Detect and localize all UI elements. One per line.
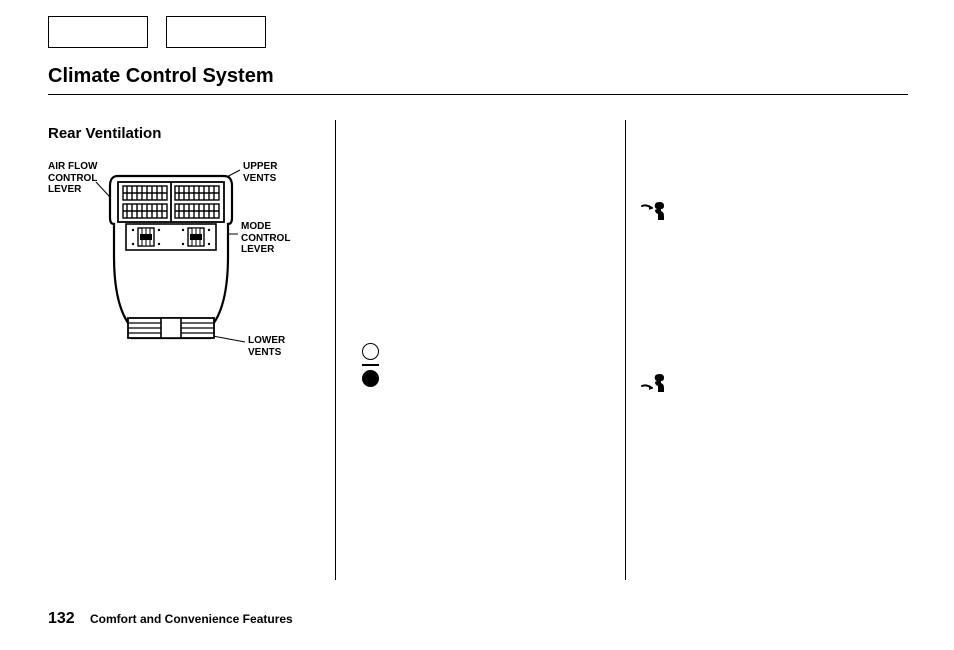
- callout-lower: LOWER VENTS: [248, 335, 285, 358]
- circle-divider: [362, 364, 379, 366]
- lower-body-vent-icon: [640, 370, 670, 395]
- top-box-2: [166, 16, 266, 48]
- circle-filled-icon: [362, 370, 379, 387]
- title-rule: [48, 94, 908, 95]
- circle-open-icon: [362, 343, 379, 360]
- top-box-1: [48, 16, 148, 48]
- upper-body-vent-icon: [640, 198, 670, 223]
- section-heading: Rear Ventilation: [48, 125, 161, 142]
- callout-upper: UPPER VENTS: [243, 161, 277, 184]
- callout-mode: MODE CONTROL LEVER: [241, 221, 290, 256]
- footer-text: Comfort and Convenience Features: [90, 612, 293, 626]
- col-separator-2: [625, 120, 626, 580]
- col-separator-1: [335, 120, 336, 580]
- top-button-row: [48, 16, 266, 48]
- page-number: 132: [48, 610, 75, 628]
- page-title: Climate Control System: [48, 65, 274, 88]
- rear-vent-diagram: AIR FLOW CONTROL LEVER UPPER VENTS MODE …: [48, 158, 328, 378]
- callout-airflow: AIR FLOW CONTROL LEVER: [48, 161, 97, 196]
